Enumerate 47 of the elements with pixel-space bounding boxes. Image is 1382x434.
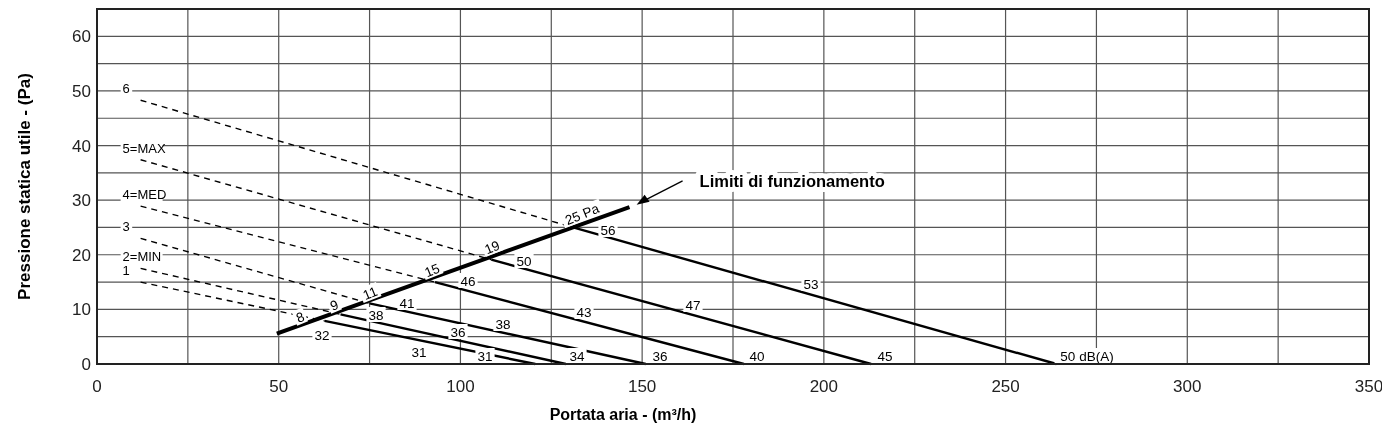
x-tick-label: 200 — [809, 377, 839, 396]
annotation: 31 — [411, 345, 427, 360]
annotation: 31 — [477, 349, 493, 364]
y-tick-label: 20 — [72, 245, 91, 265]
y-tick-label: 30 — [72, 191, 91, 211]
annotation: 38 — [495, 317, 511, 332]
series-label: 4=MED — [122, 187, 167, 203]
annotation: 36 — [652, 349, 668, 364]
x-tick-label: 100 — [446, 377, 475, 396]
series-label: 6 — [122, 81, 130, 97]
series-label: 1 — [122, 263, 130, 279]
annotation: 25 Pa — [563, 200, 602, 229]
annotation: 46 — [460, 274, 476, 289]
annotation: 40 — [749, 349, 765, 364]
annotation: 56 — [600, 223, 616, 238]
x-tick-label: 350 — [1354, 377, 1382, 396]
annotation: 50 — [516, 254, 532, 269]
y-axis-title: Pressione statica utile - (Pa) — [15, 73, 34, 300]
annotation: 53 — [803, 277, 819, 292]
annotation: 15 — [422, 260, 442, 281]
annotation: 38 — [368, 308, 384, 323]
series-label: 2=MIN — [122, 249, 162, 265]
annotation: Limiti di funzionamento — [699, 171, 885, 190]
y-tick-label: 0 — [81, 355, 91, 374]
annotation: 8 — [293, 309, 307, 326]
x-tick-label: 250 — [991, 377, 1020, 396]
y-tick-label: 10 — [72, 300, 91, 320]
x-tick-label: 50 — [269, 377, 289, 396]
annotation: 43 — [576, 305, 592, 320]
annotation: 32 — [314, 328, 330, 343]
x-axis-title: Portata aria - (m³/h) — [549, 406, 697, 423]
x-tick-label: 300 — [1173, 377, 1202, 396]
y-tick-label: 60 — [72, 27, 91, 47]
annotation: 45 — [877, 349, 893, 364]
annotation: 11 — [360, 283, 380, 304]
series-label: 5=MAX — [122, 140, 166, 156]
y-tick-label: 50 — [72, 81, 91, 101]
annotation: 50 dB(A) — [1060, 349, 1114, 364]
annotation: 47 — [685, 298, 701, 313]
annotation: 9 — [327, 297, 341, 314]
series-label: 3 — [122, 219, 130, 235]
annotation: 41 — [399, 296, 415, 311]
annotation: 36 — [450, 325, 466, 340]
y-tick-label: 40 — [72, 136, 91, 156]
annotation: 34 — [569, 349, 585, 364]
x-tick-label: 150 — [627, 377, 657, 396]
annotation: 19 — [482, 237, 502, 258]
